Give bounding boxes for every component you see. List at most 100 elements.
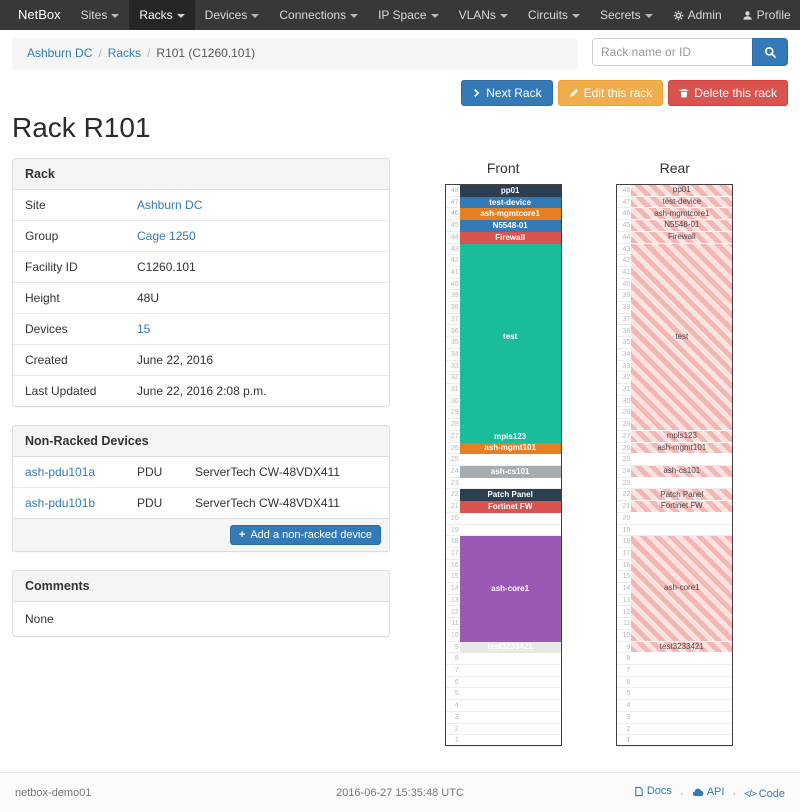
nav-item-secrets[interactable]: Secrets: [590, 0, 663, 30]
unit-number: 15: [622, 573, 631, 581]
front-device-test3233421[interactable]: test3233421: [459, 641, 561, 654]
code-link[interactable]: </> Code: [744, 788, 785, 800]
unit-number: 31: [450, 386, 459, 394]
next-rack-button[interactable]: Next Rack: [461, 80, 553, 106]
attr-value-text: June 22, 2016 2:08 p.m.: [137, 384, 267, 398]
attr-row-last-updated: Last Updated June 22, 2016 2:08 p.m.: [13, 375, 389, 406]
front-device-pp01[interactable]: pp01: [459, 185, 561, 197]
attr-value-text: 48U: [137, 291, 160, 305]
attr-value-link[interactable]: Ashburn DC: [137, 198, 203, 212]
admin-label: Admin: [687, 8, 722, 22]
rear-device-fortinet-fw[interactable]: Fortinet FW: [631, 501, 733, 513]
rear-elevation-title: Rear: [659, 160, 690, 176]
attr-row-facility-id: Facility ID C1260.101: [13, 251, 389, 283]
rear-device-patch-panel[interactable]: Patch Panel: [631, 489, 733, 502]
nav-item-connections[interactable]: Connections: [269, 0, 368, 30]
search-button[interactable]: [752, 38, 788, 66]
edit-rack-button[interactable]: Edit this rack: [557, 80, 664, 106]
front-device-mpls123[interactable]: mpls123: [459, 430, 561, 443]
unit-number: 32: [450, 374, 459, 382]
app-brand[interactable]: NetBox: [18, 7, 61, 22]
nav-item-label: Sites: [80, 8, 108, 22]
unit-number: 3: [626, 713, 631, 721]
rear-device-ash-mgmtcore1[interactable]: ash-mgmtcore1: [631, 208, 733, 221]
delete-rack-label: Delete this rack: [694, 86, 777, 100]
front-device-ash-cs101[interactable]: ash-cs101: [459, 466, 561, 478]
attr-value-link[interactable]: 15: [137, 322, 151, 336]
nav-item-vlans[interactable]: VLANs: [449, 0, 518, 30]
nav-item-racks[interactable]: Racks: [129, 0, 195, 30]
rack-unit-1: 1: [445, 735, 561, 747]
attr-row-devices: Devices 15: [13, 313, 389, 345]
unit-number: 11: [623, 620, 631, 628]
unit-number: 11: [451, 620, 459, 628]
api-link[interactable]: API: [692, 785, 725, 798]
add-non-racked-device-button[interactable]: + Add a non-racked device: [229, 525, 381, 545]
front-device-patch-panel[interactable]: Patch Panel: [459, 489, 561, 502]
nav-item-circuits[interactable]: Circuits: [518, 0, 590, 30]
rack-unit-2: 2: [617, 724, 733, 736]
front-device-ash-mgmt101[interactable]: ash-mgmt101: [459, 442, 561, 455]
front-device-fortinet-fw[interactable]: Fortinet FW: [459, 501, 561, 513]
search-input[interactable]: [592, 38, 752, 66]
breadcrumb-item-racks[interactable]: Racks: [107, 46, 142, 60]
rack-actions: Next Rack Edit this rack Delete this rac…: [12, 80, 788, 106]
breadcrumb-separator: /: [147, 46, 151, 60]
front-device-ash-core1[interactable]: ash-core1: [459, 536, 561, 642]
front-elevation-title: Front: [486, 160, 520, 176]
front-elevation: Front 48 47 46 45 44 43 42 41 40 39 38 37 36 35 34 33 32…: [444, 158, 562, 747]
attr-value: C1260.101: [125, 251, 389, 283]
unit-number: 19: [622, 526, 631, 534]
cloud-icon: [692, 788, 704, 796]
device-label: Patch Panel: [487, 490, 533, 500]
device-label: ash-mgmtcore1: [480, 209, 540, 219]
front-device-test[interactable]: test: [459, 243, 561, 431]
rear-device-ash-mgmt101[interactable]: ash-mgmt101: [631, 442, 733, 455]
admin-menu-item[interactable]: Admin: [663, 0, 732, 30]
rack-unit-2: 2: [445, 724, 561, 736]
device-label: mpls123: [494, 431, 527, 441]
device-label: Patch Panel: [660, 489, 704, 499]
front-device-n5548-01[interactable]: N5548-01: [459, 220, 561, 232]
device-link-ash-pdu101b[interactable]: ash-pdu101b: [25, 496, 96, 510]
rear-device-test3233421[interactable]: test3233421: [631, 641, 733, 654]
nav-item-ip-space[interactable]: IP Space: [368, 0, 448, 30]
rear-device-ash-cs101[interactable]: ash-cs101: [631, 466, 733, 478]
unit-number: 27: [622, 432, 631, 440]
trash-icon: [679, 88, 689, 98]
rear-device-ash-core1[interactable]: ash-core1: [631, 536, 733, 642]
attr-value-text: C1260.101: [137, 260, 196, 274]
delete-rack-button[interactable]: Delete this rack: [668, 80, 788, 106]
device-label: test: [503, 332, 518, 342]
unit-number: 29: [450, 409, 459, 417]
docs-link[interactable]: Docs: [634, 785, 672, 797]
api-label: API: [706, 785, 725, 798]
rear-device-n5548-01[interactable]: N5548-01: [631, 220, 733, 232]
comments-panel-title: Comments: [13, 571, 389, 602]
profile-menu-item[interactable]: Profile: [732, 0, 800, 30]
attr-value: June 22, 2016: [125, 344, 389, 376]
nav-item-devices[interactable]: Devices: [195, 0, 270, 30]
device-label: test3233421: [487, 642, 533, 652]
nav-item-sites[interactable]: Sites: [71, 0, 130, 30]
rear-device-test[interactable]: test: [631, 243, 733, 431]
rack-attributes-table: Site Ashburn DC Group Cage 1250 Facility ID C…: [13, 190, 389, 406]
front-device-firewall[interactable]: Firewall: [459, 231, 561, 244]
breadcrumb-item-ashburn-dc[interactable]: Ashburn DC: [27, 46, 93, 60]
user-menu: Admin Profile Log out: [663, 0, 800, 30]
front-device-test-device[interactable]: test-device: [459, 196, 561, 209]
device-label: test: [675, 331, 689, 341]
device-label: test3233421: [659, 641, 704, 651]
rear-device-pp01[interactable]: pp01: [631, 185, 733, 197]
attr-label: Created: [13, 344, 125, 376]
nav-item-label: Secrets: [599, 8, 641, 22]
unit-number: 28: [622, 421, 631, 429]
device-link-ash-pdu101a[interactable]: ash-pdu101a: [25, 465, 96, 479]
rear-device-firewall[interactable]: Firewall: [631, 231, 733, 244]
attr-value-link[interactable]: Cage 1250: [137, 229, 196, 243]
next-rack-label: Next Rack: [486, 86, 542, 100]
rear-device-mpls123[interactable]: mpls123: [631, 430, 733, 443]
rack-unit-3: 3: [617, 712, 733, 724]
rear-device-test-device[interactable]: test-device: [631, 196, 733, 209]
front-device-ash-mgmtcore1[interactable]: ash-mgmtcore1: [459, 208, 561, 221]
